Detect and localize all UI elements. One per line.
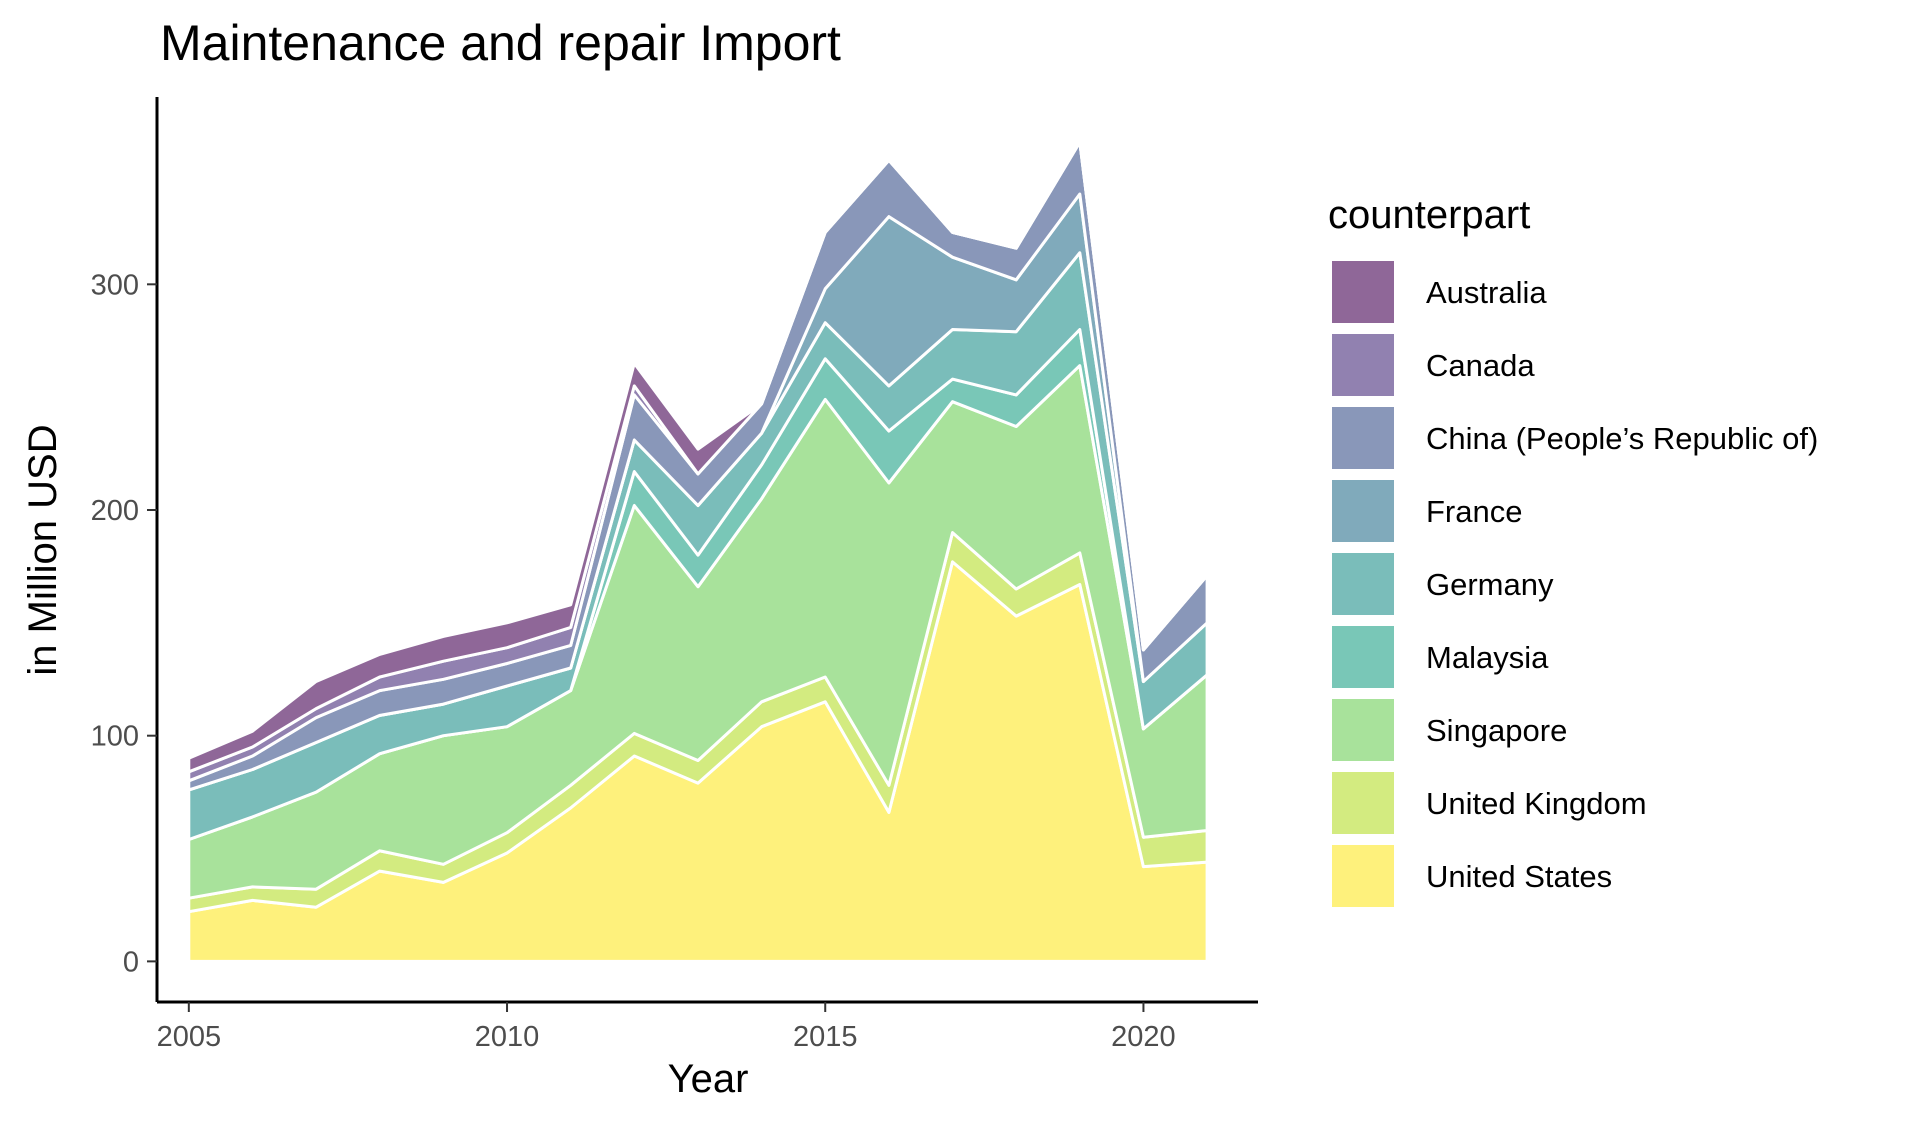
legend-label: France xyxy=(1426,494,1522,529)
x-tick-label: 2015 xyxy=(793,1021,858,1053)
y-tick-label: 200 xyxy=(91,495,139,527)
y-ticks: 0 100 200 300 xyxy=(91,269,157,978)
legend-swatch-united-states xyxy=(1332,845,1394,907)
legend-swatch-france xyxy=(1332,480,1394,542)
legend-label: Australia xyxy=(1426,275,1547,310)
x-tick-label: 2020 xyxy=(1111,1021,1176,1053)
legend-swatch-united-kingdom xyxy=(1332,772,1394,834)
legend-swatch-germany xyxy=(1332,553,1394,615)
y-tick-label: 0 xyxy=(123,946,139,978)
legend-swatch-australia xyxy=(1332,261,1394,323)
y-axis-title: in Million USD xyxy=(21,424,65,675)
legend-swatch-malaysia xyxy=(1332,626,1394,688)
x-axis-title: Year xyxy=(668,1057,749,1101)
legend-label: Canada xyxy=(1426,348,1535,383)
y-tick-label: 100 xyxy=(91,721,139,753)
legend-label: Malaysia xyxy=(1426,640,1549,675)
x-tick-label: 2010 xyxy=(475,1021,540,1053)
legend-label: United States xyxy=(1426,859,1612,894)
legend-title: counterpart xyxy=(1328,193,1530,237)
area-australia xyxy=(187,140,1209,774)
legend-label: Germany xyxy=(1426,567,1554,602)
legend-label: United Kingdom xyxy=(1426,786,1647,821)
y-tick-label: 300 xyxy=(91,269,139,301)
x-ticks: 2005 2010 2015 2020 xyxy=(157,1002,1176,1053)
axes xyxy=(155,97,1258,1004)
legend-swatch-canada xyxy=(1332,334,1394,396)
legend-swatch-singapore xyxy=(1332,699,1394,761)
legend-swatch-china-people-s-republic-of xyxy=(1332,407,1394,469)
chart-title: Maintenance and repair Import xyxy=(160,15,841,71)
legend: counterpart Australia Canada China (People… xyxy=(1328,193,1818,907)
x-tick-label: 2005 xyxy=(157,1021,222,1053)
legend-label: Singapore xyxy=(1426,713,1567,748)
plot-areas xyxy=(187,140,1209,963)
legend-label: China (People’s Republic of) xyxy=(1426,421,1818,456)
